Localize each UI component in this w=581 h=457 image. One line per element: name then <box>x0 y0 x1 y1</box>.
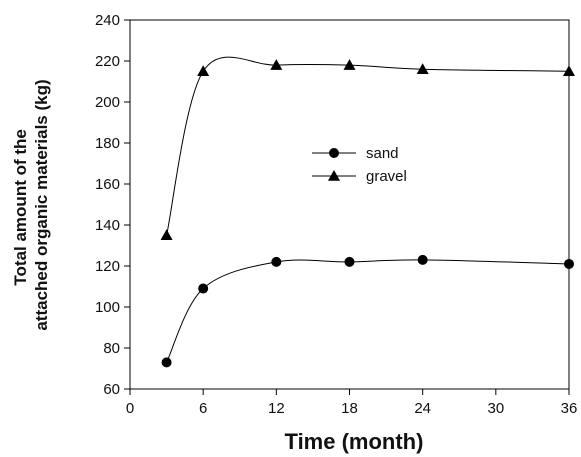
y-axis-ticks: 60 80 100 120 140 160 180 200 220 240 <box>95 12 130 398</box>
x-tick-label: 24 <box>414 400 431 417</box>
legend-marker-gravel <box>328 170 340 181</box>
series-sand <box>161 254 574 368</box>
data-point-sand <box>161 357 172 368</box>
x-tick-label: 30 <box>487 400 504 417</box>
y-tick-label: 140 <box>95 217 120 234</box>
data-point-gravel <box>416 63 429 74</box>
y-tick-label: 240 <box>95 12 120 29</box>
legend-label-sand: sand <box>366 145 399 162</box>
data-point-sand <box>417 254 428 265</box>
y-tick-label: 200 <box>95 94 120 111</box>
y-tick-label: 120 <box>95 258 120 275</box>
data-point-sand <box>271 256 282 267</box>
data-point-gravel <box>197 65 210 77</box>
y-axis-title-line-2: attached organic materials (kg) <box>32 79 51 330</box>
x-tick-label: 12 <box>268 400 285 417</box>
data-point-gravel <box>563 65 575 77</box>
plot-frame <box>129 19 570 390</box>
series-gravel <box>160 56 575 241</box>
y-tick-label: 180 <box>95 135 120 152</box>
legend-label-gravel: gravel <box>366 168 407 185</box>
x-tick-label: 36 <box>561 400 578 417</box>
legend-marker-sand <box>329 148 339 158</box>
y-tick-label: 60 <box>103 381 120 398</box>
y-tick-label: 160 <box>95 176 120 193</box>
data-point-sand <box>344 256 355 267</box>
series-line-sand <box>166 259 570 363</box>
x-tick-label: 6 <box>199 400 207 417</box>
y-tick-label: 80 <box>103 340 120 357</box>
series-line-gravel <box>166 56 570 236</box>
x-tick-label: 0 <box>126 400 134 417</box>
y-axis-title-line-1: Total amount of the <box>11 129 30 285</box>
legend-item-sand: sand <box>312 145 399 162</box>
data-point-sand <box>198 283 209 294</box>
y-tick-label: 220 <box>95 53 120 70</box>
data-point-sand <box>564 258 574 269</box>
x-axis-ticks: 0 6 12 18 24 30 36 <box>126 389 578 417</box>
x-axis-title: Time (month) <box>285 429 424 454</box>
series-layer <box>160 56 575 368</box>
data-point-gravel <box>160 229 173 241</box>
legend: sand gravel <box>312 145 407 185</box>
y-axis-title: Total amount of the attached organic mat… <box>11 79 51 330</box>
plot-area <box>129 19 570 390</box>
legend-item-gravel: gravel <box>312 168 407 185</box>
x-tick-label: 18 <box>341 400 358 417</box>
data-point-gravel <box>343 59 356 70</box>
y-tick-label: 100 <box>95 299 120 316</box>
data-point-gravel <box>270 59 283 70</box>
